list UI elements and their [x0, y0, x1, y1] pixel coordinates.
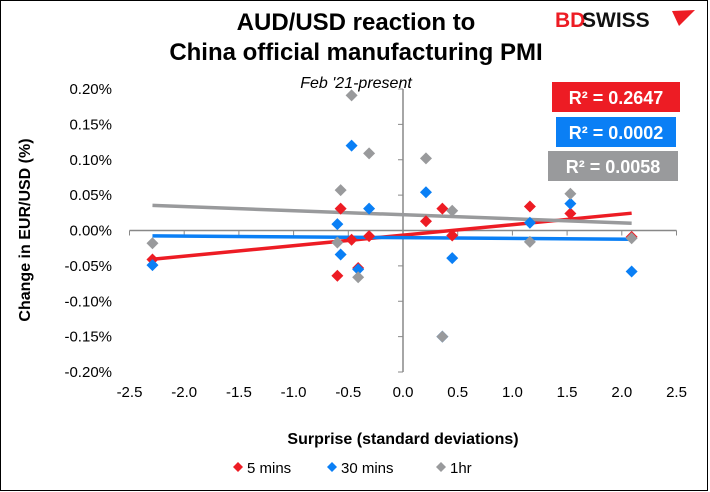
legend-label: 1hr: [450, 460, 472, 477]
data-point-1hr: [146, 237, 159, 250]
logo-text-red: BD: [555, 9, 585, 32]
data-point-1hr: [523, 235, 536, 248]
data-point-5-mins: [331, 269, 344, 282]
data-point-5-mins: [345, 233, 358, 246]
data-point-1hr: [331, 236, 344, 249]
data-point-30-mins: [419, 186, 432, 199]
x-tick-label: 1.5: [557, 384, 578, 401]
data-point-1hr: [436, 330, 449, 343]
r2-label: R² = 0.0058: [566, 157, 661, 177]
data-point-30-mins: [334, 248, 347, 261]
y-tick-label: -0.15%: [64, 329, 112, 346]
data-point-30-mins: [446, 252, 459, 265]
legend-marker-icon: [233, 462, 243, 472]
y-tick-label: -0.20%: [64, 364, 112, 381]
x-tick-label: 2.5: [666, 384, 687, 401]
x-tick-label: -1.5: [226, 384, 252, 401]
data-point-5-mins: [363, 230, 376, 243]
data-point-5-mins: [446, 229, 459, 242]
y-tick-label: 0.10%: [69, 152, 112, 169]
y-tick-label: -0.05%: [64, 258, 112, 275]
x-tick-label: -1.0: [281, 384, 307, 401]
data-point-30-mins: [523, 216, 536, 229]
y-tick-label: 0.20%: [69, 81, 112, 98]
y-tick-label: 0.15%: [69, 116, 112, 133]
logo-flag-icon: [672, 10, 695, 26]
r2-label-box: [552, 82, 680, 112]
data-point-1hr: [352, 271, 365, 284]
legend-label: 30 mins: [341, 460, 394, 477]
x-tick-label: 1.0: [502, 384, 523, 401]
legend-label: 5 mins: [247, 460, 291, 477]
r2-label-box: [548, 151, 678, 181]
data-point-1hr: [363, 147, 376, 160]
logo-text-black: SWISS: [582, 9, 650, 32]
data-point-1hr: [334, 184, 347, 197]
x-tick-label: 2.0: [611, 384, 632, 401]
data-point-5-mins: [564, 207, 577, 220]
x-tick-label: -2.0: [171, 384, 197, 401]
bdswiss-logo: BD SWISS: [555, 9, 695, 32]
chart-subtitle: Feb '21-present: [300, 75, 412, 92]
data-point-1hr: [446, 204, 459, 217]
legend-marker-icon: [327, 462, 337, 472]
data-point-30-mins: [146, 259, 159, 272]
data-point-5-mins: [334, 202, 347, 215]
y-tick-label: -0.10%: [64, 293, 112, 310]
x-tick-label: -2.5: [117, 384, 143, 401]
r2-label: R² = 0.0002: [569, 123, 664, 143]
data-point-30-mins: [625, 265, 638, 278]
y-tick-label: 0.05%: [69, 187, 112, 204]
trendline-1hr: [152, 203, 632, 225]
legend-marker-icon: [436, 462, 446, 472]
y-tick-label: 0.00%: [69, 223, 112, 240]
data-point-5-mins: [523, 200, 536, 213]
x-tick-label: -0.5: [335, 384, 361, 401]
data-point-30-mins: [564, 197, 577, 210]
x-axis-label: Surprise (standard deviations): [287, 431, 518, 448]
r2-label-box: [556, 117, 676, 147]
trendline-30-mins: [152, 234, 632, 241]
data-point-1hr: [625, 232, 638, 245]
data-point-30-mins: [363, 202, 376, 215]
chart-title-line1: AUD/USD reaction to: [237, 9, 476, 36]
data-point-1hr: [564, 187, 577, 200]
r2-label: R² = 0.2647: [569, 88, 664, 108]
data-point-1hr: [345, 89, 358, 102]
y-axis-label: Change in EUR/USD (%): [17, 138, 34, 321]
data-point-5-mins: [419, 215, 432, 228]
data-point-30-mins: [331, 218, 344, 231]
data-point-30-mins: [352, 263, 365, 276]
data-point-1hr: [419, 152, 432, 165]
x-tick-label: 0.5: [447, 384, 468, 401]
data-point-5-mins: [436, 202, 449, 215]
x-tick-label: 0.0: [393, 384, 414, 401]
data-point-30-mins: [345, 139, 358, 152]
chart-title-line2: China official manufacturing PMI: [169, 39, 542, 66]
